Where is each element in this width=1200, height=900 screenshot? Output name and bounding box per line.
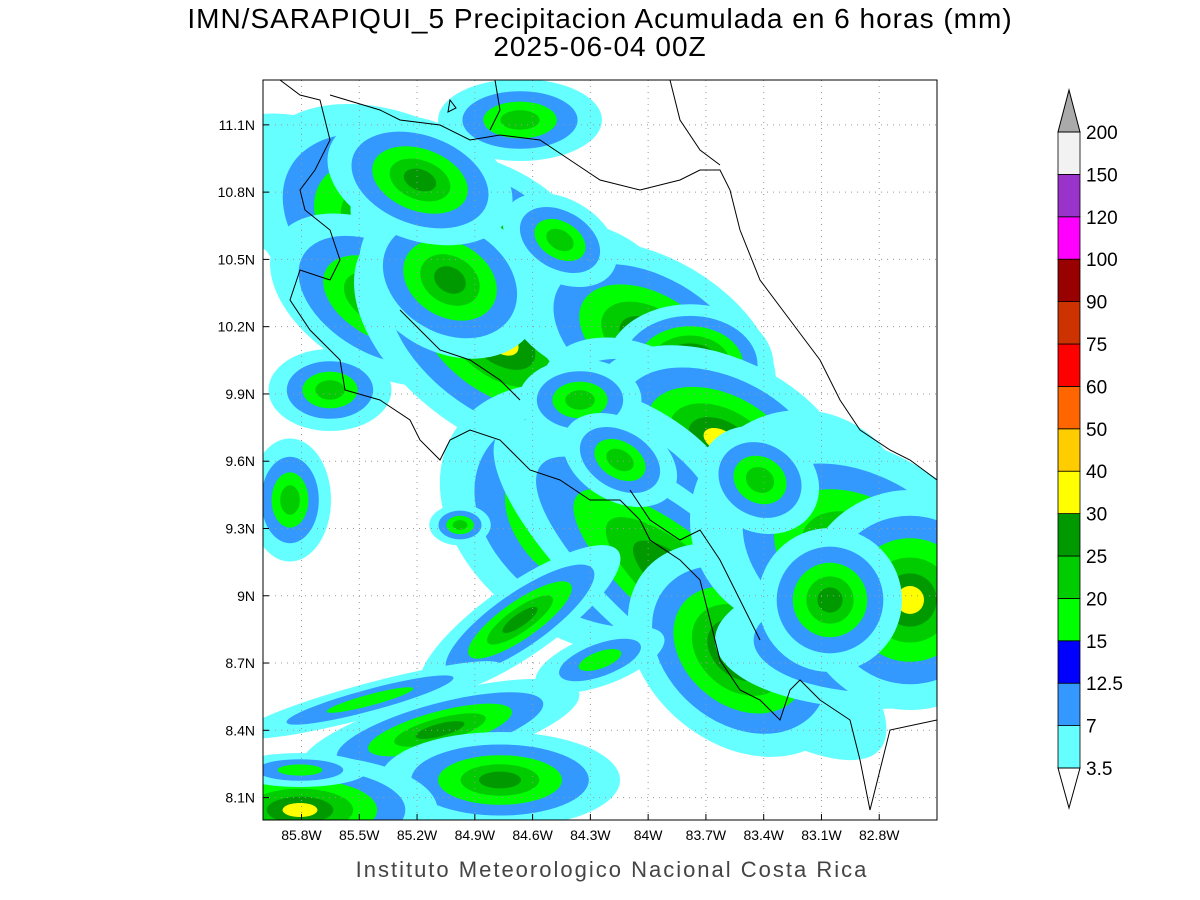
y-tick-label: 8.4N bbox=[225, 722, 255, 738]
colorbar-label: 12.5 bbox=[1086, 674, 1123, 695]
footer: Instituto Meteorologico Nacional Costa R… bbox=[356, 857, 869, 882]
colorbar-band bbox=[1057, 301, 1081, 345]
colorbar-label: 75 bbox=[1086, 335, 1107, 356]
colorbar-label: 60 bbox=[1086, 377, 1107, 398]
precip-contour bbox=[415, 721, 465, 739]
colorbar-label: 7 bbox=[1086, 717, 1097, 738]
precip-contour bbox=[282, 803, 318, 817]
x-tick-label: 83.4W bbox=[743, 827, 784, 843]
colorbar-label: 25 bbox=[1086, 547, 1107, 568]
coastlines bbox=[279, 80, 937, 811]
subtitle: 2025-06-04 00Z bbox=[493, 31, 706, 62]
precip-contour bbox=[500, 110, 540, 130]
precip-contour bbox=[277, 764, 323, 776]
colorbar-over bbox=[1057, 88, 1081, 133]
colorbar-label: 30 bbox=[1086, 505, 1107, 526]
precip-contour bbox=[479, 771, 521, 789]
colorbar: 3.5 7 12.5 15 20 25 30 40 50 60 75 90 100 120 150 200 bbox=[1057, 88, 1123, 810]
colorbar-band bbox=[1057, 513, 1081, 557]
precip-contour bbox=[280, 485, 300, 515]
axes: 85.8W 85.5W 85.2W 84.9W 84.6W 84.3W 84W 83.7W 83… bbox=[218, 117, 901, 843]
colorbar-band bbox=[1057, 725, 1081, 769]
precip-contour bbox=[502, 606, 538, 634]
x-tick-label: 84.9W bbox=[455, 827, 496, 843]
colorbar-label: 20 bbox=[1086, 589, 1107, 610]
y-tick-label: 9N bbox=[237, 588, 255, 604]
precip-contour bbox=[403, 168, 437, 192]
precip-contour bbox=[745, 467, 775, 493]
precip-contour bbox=[817, 587, 843, 613]
y-tick-label: 8.7N bbox=[225, 655, 255, 671]
y-tick-label: 10.2N bbox=[218, 319, 255, 335]
colorbar-label: 15 bbox=[1086, 632, 1107, 653]
precip-contour bbox=[546, 228, 574, 252]
colorbar-band bbox=[1057, 258, 1081, 303]
y-tick-label: 10.8N bbox=[218, 184, 255, 200]
precip-contour bbox=[896, 586, 924, 614]
colorbar-band bbox=[1057, 131, 1081, 175]
title: IMN/SARAPIQUI_5 Precipitacion Acumulada … bbox=[187, 3, 1012, 34]
colorbar-label: 200 bbox=[1086, 123, 1118, 144]
y-tick-label: 9.6N bbox=[225, 453, 255, 469]
precip-contour bbox=[578, 648, 622, 672]
y-tick-label: 11.1N bbox=[219, 117, 255, 133]
x-tick-label: 84W bbox=[634, 827, 664, 843]
colorbar-band bbox=[1057, 555, 1081, 599]
colorbar-band bbox=[1057, 173, 1081, 218]
colorbar-under bbox=[1057, 767, 1081, 810]
colorbar-band bbox=[1057, 598, 1081, 642]
y-tick-label: 8.1N bbox=[225, 790, 255, 806]
colorbar-band bbox=[1057, 428, 1081, 472]
colorbar-band bbox=[1057, 385, 1081, 430]
y-tick-label: 9.9N bbox=[225, 386, 255, 402]
precip-field bbox=[263, 80, 937, 820]
x-tick-label: 84.3W bbox=[570, 827, 611, 843]
precip-contour bbox=[606, 448, 634, 472]
colorbar-band bbox=[1057, 640, 1081, 684]
colorbar-label: 120 bbox=[1086, 208, 1118, 229]
x-tick-label: 85.2W bbox=[397, 827, 438, 843]
x-tick-label: 83.1W bbox=[801, 827, 842, 843]
colorbar-band bbox=[1057, 470, 1081, 515]
x-tick-label: 85.5W bbox=[339, 827, 380, 843]
colorbar-label: 40 bbox=[1086, 462, 1107, 483]
y-tick-label: 9.3N bbox=[225, 520, 255, 536]
x-tick-label: 85.8W bbox=[281, 827, 322, 843]
colorbar-band bbox=[1057, 216, 1081, 260]
colorbar-label: 3.5 bbox=[1086, 759, 1112, 780]
x-tick-label: 82.8W bbox=[859, 827, 900, 843]
colorbar-label: 50 bbox=[1086, 420, 1107, 441]
x-tick-label: 84.6W bbox=[512, 827, 553, 843]
precip-contour bbox=[565, 390, 595, 410]
colorbar-label: 100 bbox=[1086, 250, 1118, 271]
x-tick-label: 83.7W bbox=[686, 827, 727, 843]
precip-contour bbox=[434, 266, 466, 294]
y-tick-label: 10.5N bbox=[218, 251, 255, 267]
colorbar-band bbox=[1057, 682, 1081, 727]
grid bbox=[263, 80, 937, 820]
precip-contour bbox=[452, 520, 468, 530]
colorbar-label: 150 bbox=[1086, 165, 1118, 186]
colorbar-band bbox=[1057, 343, 1081, 387]
precip-contour bbox=[326, 687, 414, 713]
plot-frame bbox=[262, 79, 938, 821]
precip-contour bbox=[315, 380, 345, 400]
colorbar-label: 90 bbox=[1086, 293, 1107, 314]
